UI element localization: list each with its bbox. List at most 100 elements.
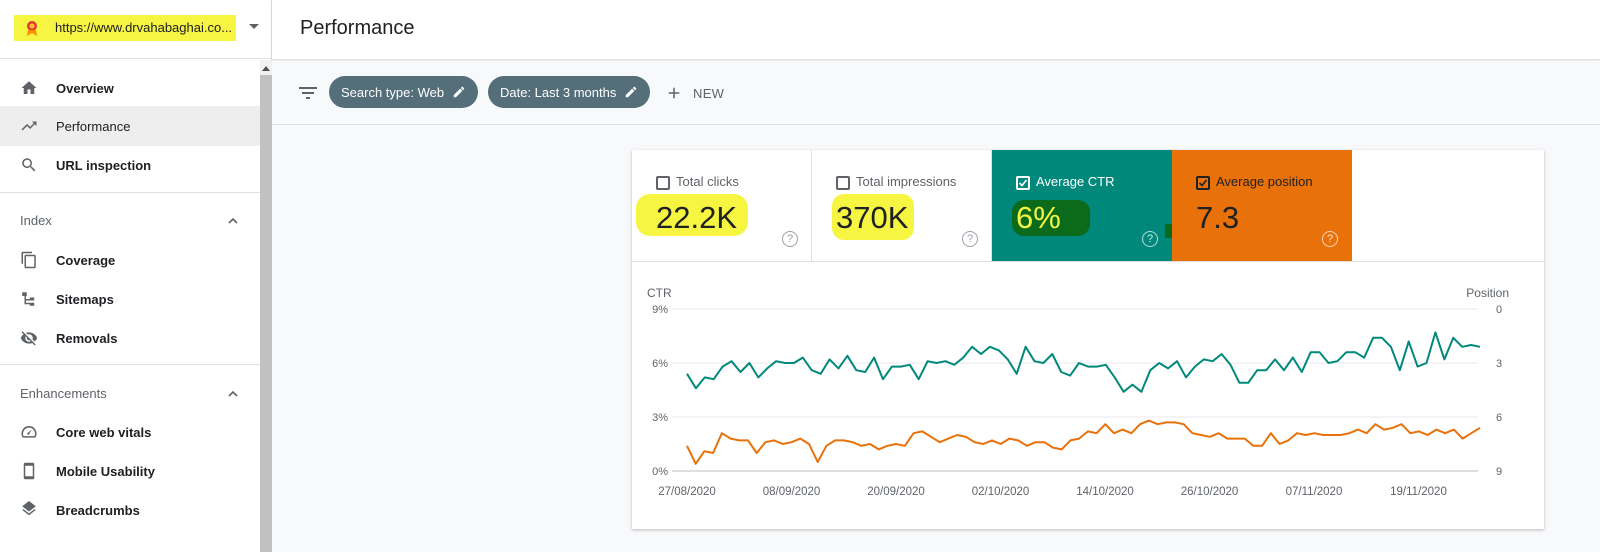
checkbox-unchecked[interactable] xyxy=(836,176,850,190)
series-line-average-position xyxy=(686,419,1481,465)
layers-icon xyxy=(19,500,39,520)
copy-pages-icon xyxy=(19,250,39,270)
main-content: Search type: Web Date: Last 3 months NEW… xyxy=(272,61,1600,552)
y-tick-label-right: 9 xyxy=(1496,466,1502,478)
sidebar-item-core-web-vitals[interactable]: Core web vitals xyxy=(0,412,260,452)
smartphone-icon xyxy=(19,461,39,481)
divider xyxy=(0,192,260,193)
sidebar-item-label: Sitemaps xyxy=(56,291,114,307)
scroll-up-arrow-icon[interactable] xyxy=(260,60,272,75)
x-tick-label: 20/09/2020 xyxy=(867,486,925,498)
x-tick-label: 27/08/2020 xyxy=(658,486,716,498)
sidebar-item-overview[interactable]: Overview xyxy=(0,68,260,108)
y-tick-label-left: 3% xyxy=(652,412,668,424)
property-favicon-icon xyxy=(22,18,42,38)
metric-average-position[interactable]: Average position 7.3 ? xyxy=(1172,150,1352,261)
chevron-down-icon[interactable] xyxy=(249,24,259,29)
y-tick-label-left: 9% xyxy=(652,304,668,316)
help-icon[interactable]: ? xyxy=(782,231,798,247)
highlight-mark xyxy=(14,15,236,41)
metric-label: Average CTR xyxy=(1036,174,1115,189)
new-filter-label: NEW xyxy=(693,85,725,101)
chevron-up-icon[interactable] xyxy=(227,387,239,399)
highlight-mark xyxy=(1012,200,1090,236)
search-type-chip[interactable]: Search type: Web xyxy=(329,76,479,108)
metric-label: Total clicks xyxy=(676,174,739,189)
home-icon xyxy=(19,78,39,98)
sidebar-item-removals[interactable]: Removals xyxy=(0,318,260,358)
x-tick-label: 08/09/2020 xyxy=(763,486,821,498)
sidebar-item-breadcrumbs[interactable]: Breadcrumbs xyxy=(0,490,260,530)
x-tick-label: 26/10/2020 xyxy=(1181,486,1239,498)
line-chart: CTR Position 9% 0 6% 3 3% 6 0% 9 27/08/2020 08/09/2… xyxy=(647,286,1509,498)
search-icon xyxy=(19,155,39,175)
sidebar-item-label: Performance xyxy=(56,118,131,134)
checkbox-checked[interactable] xyxy=(1016,176,1030,190)
highlight-mark xyxy=(832,194,914,240)
trending-up-icon xyxy=(19,116,39,136)
sidebar-item-label: Removals xyxy=(56,330,118,346)
sidebar: https://www.drvahabaghai.co... Overview … xyxy=(0,0,272,552)
sidebar-item-label: Core web vitals xyxy=(56,424,152,440)
metric-value: 6% xyxy=(1016,200,1061,235)
y-tick-label-left: 6% xyxy=(652,358,668,370)
sidebar-item-label: Overview xyxy=(56,80,114,96)
divider xyxy=(0,364,260,365)
new-filter-button[interactable]: NEW xyxy=(665,82,724,104)
sidebar-scrollbar[interactable] xyxy=(260,60,272,552)
x-tick-label: 19/11/2020 xyxy=(1390,486,1447,498)
sidebar-item-label: Breadcrumbs xyxy=(56,502,140,518)
y-axis-title-left: CTR xyxy=(647,286,672,300)
chevron-up-icon[interactable] xyxy=(227,214,239,226)
x-tick-label: 07/11/2020 xyxy=(1286,486,1343,498)
eye-off-icon xyxy=(19,328,39,348)
help-icon[interactable]: ? xyxy=(1322,231,1338,247)
metric-average-ctr[interactable]: Average CTR 6% ? xyxy=(992,150,1172,261)
y-axis-title-right: Position xyxy=(1466,286,1509,300)
page-title: Performance xyxy=(300,17,415,39)
metric-value: 22.2K xyxy=(656,200,738,235)
chip-label: Date: Last 3 months xyxy=(500,84,617,100)
sidebar-item-label: Mobile Usability xyxy=(56,463,155,479)
sidebar-nav: Overview Performance URL inspection Inde… xyxy=(0,60,260,552)
checkbox-checked[interactable] xyxy=(1196,176,1210,190)
sidebar-item-label: URL inspection xyxy=(56,157,152,173)
metric-total-impressions[interactable]: Total impressions 370K ? xyxy=(812,150,992,261)
edit-pencil-icon xyxy=(453,86,465,98)
sidebar-item-label: Coverage xyxy=(56,252,116,268)
y-tick-label-left: 0% xyxy=(652,466,668,478)
sidebar-item-performance[interactable]: Performance xyxy=(0,106,260,146)
filter-bar: Search type: Web Date: Last 3 months NEW xyxy=(272,61,1600,125)
x-tick-label: 14/10/2020 xyxy=(1076,486,1134,498)
top-header: Performance xyxy=(272,0,1600,60)
sidebar-item-url-inspection[interactable]: URL inspection xyxy=(0,145,260,185)
x-tick-label: 02/10/2020 xyxy=(972,486,1030,498)
sidebar-item-mobile-usability[interactable]: Mobile Usability xyxy=(0,451,260,491)
help-icon[interactable]: ? xyxy=(962,231,978,247)
metric-label: Total impressions xyxy=(856,174,957,189)
series-line-average-ctr xyxy=(686,331,1481,393)
chip-label: Search type: Web xyxy=(341,84,445,100)
filter-list-icon[interactable] xyxy=(296,81,320,105)
section-heading-enhancements: Enhancements xyxy=(20,386,107,401)
date-range-chip[interactable]: Date: Last 3 months xyxy=(488,76,651,108)
sidebar-item-sitemaps[interactable]: Sitemaps xyxy=(0,279,260,319)
y-tick-label-right: 3 xyxy=(1496,358,1502,370)
metric-value: 7.3 xyxy=(1196,200,1240,235)
help-icon[interactable]: ? xyxy=(1142,231,1158,247)
sitemap-icon xyxy=(19,289,39,309)
metric-label: Average position xyxy=(1216,174,1313,189)
performance-chart: CTR Position 9% 0 6% 3 3% 6 0% 9 27/08/2020 08/09/2… xyxy=(632,261,1544,529)
section-heading-index: Index xyxy=(20,213,52,228)
sidebar-item-coverage[interactable]: Coverage xyxy=(0,240,260,280)
performance-card: Total clicks 22.2K ? Total impressions 3… xyxy=(632,150,1544,529)
property-selector[interactable]: https://www.drvahabaghai.co... xyxy=(0,0,272,59)
metric-value: 370K xyxy=(836,200,909,235)
edit-pencil-icon xyxy=(626,86,637,98)
y-tick-label-right: 6 xyxy=(1496,412,1502,424)
property-url: https://www.drvahabaghai.co... xyxy=(55,20,233,35)
metric-total-clicks[interactable]: Total clicks 22.2K ? xyxy=(632,150,812,261)
checkbox-unchecked[interactable] xyxy=(656,176,670,190)
plus-icon xyxy=(668,87,680,99)
y-tick-label-right: 0 xyxy=(1496,304,1502,316)
